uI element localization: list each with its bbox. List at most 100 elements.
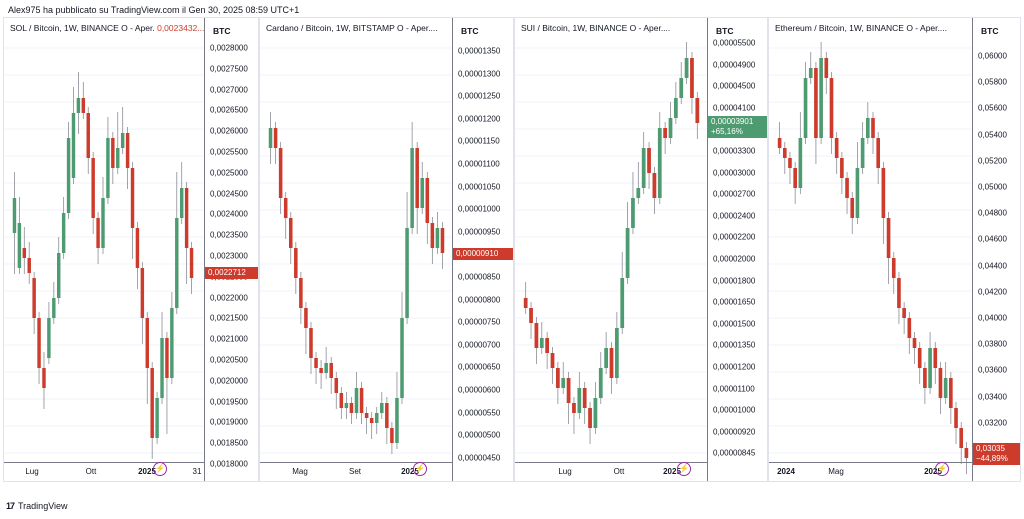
brand-name[interactable]: TradingView bbox=[18, 501, 68, 511]
price-tick: 0,0021500 bbox=[210, 313, 248, 323]
time-axis[interactable]: 2024 Mag 2025 bbox=[769, 462, 973, 481]
chart-title: SUI / Bitcoin, 1W, BINANCE O - Aper.... bbox=[521, 23, 670, 33]
candle-body bbox=[897, 278, 901, 308]
candle-body bbox=[278, 148, 283, 198]
candle-body bbox=[652, 173, 657, 198]
candle-body bbox=[130, 168, 135, 228]
lightning-icon[interactable]: ⚡ bbox=[413, 462, 427, 476]
price-tick: 0,00001250 bbox=[458, 91, 501, 101]
candle-body bbox=[125, 133, 130, 168]
candle-body bbox=[189, 248, 194, 278]
time-axis[interactable]: Lug Ott 2025 bbox=[515, 462, 707, 481]
candle-body bbox=[534, 323, 539, 348]
candle-body bbox=[577, 388, 582, 413]
price-tick: 0,00000845 bbox=[713, 448, 756, 458]
candle-body bbox=[834, 138, 839, 158]
candle-body bbox=[395, 398, 399, 443]
price-tick: 0,0028000 bbox=[210, 43, 248, 53]
candle-body bbox=[657, 128, 662, 198]
candles-area[interactable] bbox=[4, 18, 204, 481]
candle-body bbox=[179, 188, 184, 218]
current-price-label: 0,0022712 bbox=[205, 267, 258, 279]
candle-body bbox=[324, 363, 328, 373]
price-axis[interactable]: 0,00000450 0,00000500 0,00000550 0,00000600… bbox=[452, 18, 513, 481]
candle-body bbox=[647, 148, 651, 173]
price-tick: 0,00001100 bbox=[458, 159, 500, 169]
candle-body bbox=[145, 318, 149, 368]
candle-body bbox=[572, 403, 576, 413]
candle-body bbox=[165, 338, 169, 378]
time-label: 2025 bbox=[663, 467, 681, 476]
price-tick: 0,00001100 bbox=[713, 384, 755, 394]
price-tick: 0,00000750 bbox=[458, 317, 501, 327]
candle-body bbox=[928, 348, 932, 388]
candle-body bbox=[860, 138, 865, 168]
price-tick: 0,00001300 bbox=[458, 69, 501, 79]
candle-body bbox=[679, 78, 684, 98]
price-tick: 0,00002700 bbox=[713, 189, 756, 199]
price-tick: 0,04800 bbox=[978, 208, 1007, 218]
candle-body bbox=[529, 308, 533, 323]
candles-area[interactable] bbox=[769, 18, 973, 481]
symbol-title: SOL / Bitcoin, 1W, BINANCE O - Aper. bbox=[10, 23, 155, 33]
lightning-icon[interactable]: ⚡ bbox=[153, 462, 167, 476]
price-tick: 0,00000800 bbox=[458, 295, 501, 305]
tradingview-logo-icon[interactable]: 17 bbox=[6, 501, 15, 511]
candle-body bbox=[964, 448, 969, 458]
candle-body bbox=[663, 128, 668, 138]
candle-body bbox=[359, 388, 364, 413]
price-axis[interactable]: 0,00000845 0,00000920 0,00001000 0,00001100… bbox=[707, 18, 767, 481]
price-value: 0,03035 bbox=[976, 444, 1005, 453]
candle-body bbox=[385, 403, 389, 428]
candles-area[interactable] bbox=[515, 18, 707, 481]
chart-panel-sol[interactable]: SOL / Bitcoin, 1W, BINANCE O - Aper. 0,0… bbox=[3, 17, 259, 482]
candle-body bbox=[425, 178, 430, 223]
candle-body bbox=[364, 413, 369, 418]
candle-body bbox=[566, 378, 571, 403]
axis-currency: BTC bbox=[461, 26, 479, 36]
price-change: +65,16% bbox=[711, 127, 743, 136]
candle-body bbox=[405, 228, 409, 318]
price-tick: 0,03600 bbox=[978, 365, 1007, 375]
candle-body bbox=[695, 98, 700, 123]
price-tick: 0,00001050 bbox=[458, 182, 501, 192]
price-tick: 0,0020500 bbox=[210, 355, 248, 365]
candles-area[interactable] bbox=[260, 18, 452, 481]
candle-body bbox=[959, 428, 964, 448]
chart-panel-eth[interactable]: Ethereum / Bitcoin, 1W, BINANCE O - Aper… bbox=[768, 17, 1021, 482]
footer: 17 TradingView bbox=[6, 501, 68, 511]
chart-title: SOL / Bitcoin, 1W, BINANCE O - Aper. 0,0… bbox=[10, 23, 204, 33]
candle-body bbox=[636, 188, 641, 198]
lightning-icon[interactable]: ⚡ bbox=[935, 462, 949, 476]
candle-body bbox=[273, 128, 278, 148]
chart-panel-ada[interactable]: Cardano / Bitcoin, 1W, BITSTAMP O - Aper… bbox=[259, 17, 514, 482]
price-value: 0,00003901 bbox=[711, 117, 754, 126]
time-label: 2025 bbox=[401, 467, 419, 476]
time-label: Lug bbox=[25, 467, 39, 476]
candle-body bbox=[943, 378, 948, 398]
price-tick: 0,05000 bbox=[978, 182, 1007, 192]
time-axis[interactable]: Lug Ott 2025 31 bbox=[4, 462, 204, 481]
lightning-icon[interactable]: ⚡ bbox=[677, 462, 691, 476]
candle-body bbox=[954, 408, 958, 428]
time-axis[interactable]: Mag Set 2025 bbox=[260, 462, 452, 481]
candle-body bbox=[329, 363, 333, 378]
candle-body bbox=[135, 228, 140, 268]
price-axis[interactable]: 0,03200 0,03400 0,03600 0,03800 0,04000 0,042… bbox=[972, 18, 1020, 481]
price-tick: 0,0019000 bbox=[210, 417, 248, 427]
time-label: Lug bbox=[558, 467, 572, 476]
price-tick: 0,00004900 bbox=[713, 60, 756, 70]
price-tick: 0,00002200 bbox=[713, 232, 756, 242]
time-label: Mag bbox=[292, 467, 308, 476]
publish-header: Alex975 ha pubblicato su TradingView.com… bbox=[8, 5, 300, 15]
chart-panel-sui[interactable]: SUI / Bitcoin, 1W, BINANCE O - Aper.... … bbox=[514, 17, 768, 482]
price-tick: 0,06000 bbox=[978, 51, 1007, 61]
candle-body bbox=[374, 413, 379, 423]
price-value: 0,0022712 bbox=[208, 268, 246, 277]
candle-body bbox=[430, 223, 435, 248]
current-price-label: 0,00000910 bbox=[453, 248, 513, 260]
price-tick: 0,04600 bbox=[978, 234, 1007, 244]
price-axis[interactable]: 0,0018000 0,0018500 0,0019000 0,0019500 0,00… bbox=[204, 18, 258, 481]
price-tick: 0,0024000 bbox=[210, 209, 248, 219]
candle-body bbox=[76, 98, 81, 113]
